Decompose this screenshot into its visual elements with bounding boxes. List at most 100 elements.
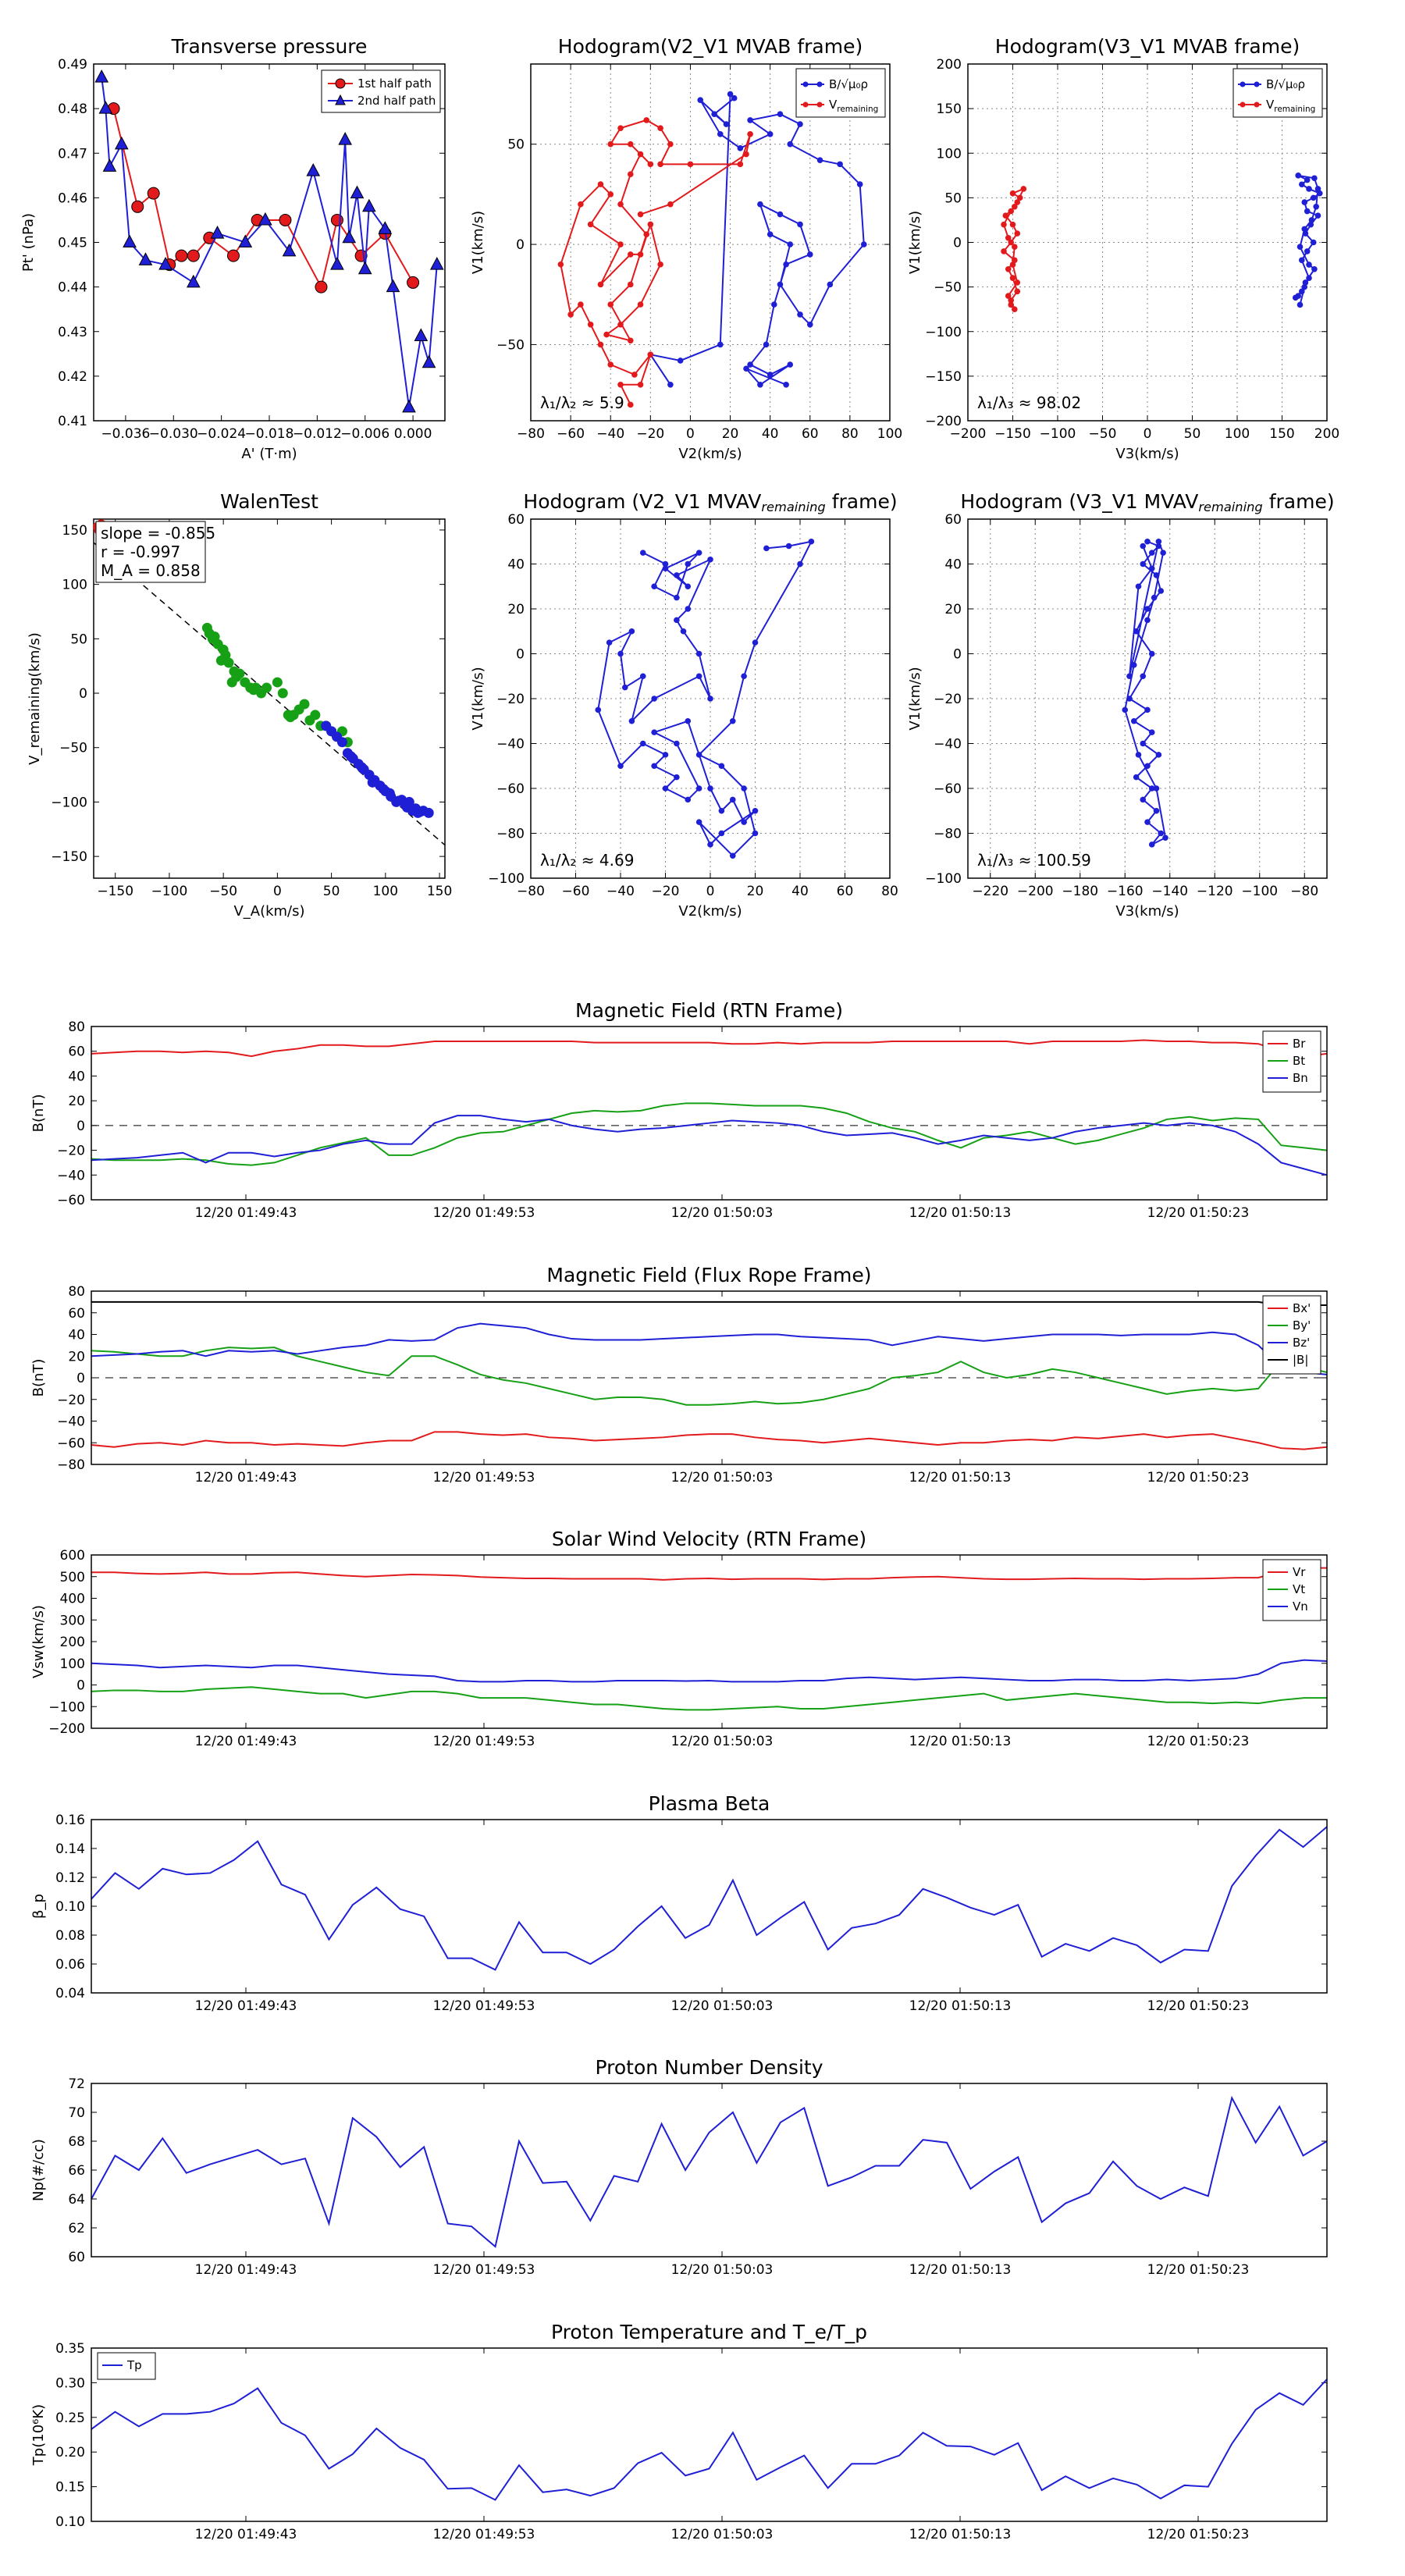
- x-tick-label: −50: [209, 884, 237, 899]
- data-point: [729, 852, 736, 859]
- data-point: [597, 341, 604, 348]
- data-point: [723, 121, 730, 127]
- legend-label: 1st half path: [357, 76, 432, 91]
- data-point: [1307, 221, 1314, 228]
- data-point: [1001, 221, 1007, 228]
- data-point: [1144, 606, 1151, 612]
- data-point: [272, 677, 283, 688]
- x-tick-label: 100: [877, 426, 902, 442]
- x-tick-label: −180: [1062, 884, 1098, 899]
- data-point: [1160, 550, 1166, 556]
- y-tick-label: 100: [937, 146, 962, 162]
- data-point: [1135, 752, 1142, 758]
- data-point: [787, 241, 794, 247]
- y-tick-label: 0: [953, 236, 962, 251]
- y-tick-label: 150: [62, 523, 87, 539]
- data-point: [1009, 262, 1016, 268]
- series-line-0: [91, 2095, 1328, 2248]
- chart-magnetic-field-flux-rope: −80 −60 −40 −20 0 20 40 60 80 12/20 01:49:43 12/20…: [30, 1264, 1328, 1485]
- x-tick-label: 12/20 01:49:53: [433, 2262, 535, 2278]
- x-tick-label: 50: [1184, 426, 1201, 442]
- legend-marker: [335, 78, 346, 89]
- legend-label: Bx': [1293, 1301, 1311, 1315]
- y-tick-label: 40: [68, 1328, 85, 1343]
- chart-title: Hodogram (V3_V1 MVAVremaining frame): [960, 490, 1334, 514]
- legend-marker: [802, 101, 809, 108]
- data-point: [1122, 706, 1129, 713]
- x-tick-label: 0: [273, 884, 282, 899]
- y-tick-label: 64: [68, 2192, 85, 2208]
- data-point: [1292, 294, 1299, 301]
- data-point: [234, 668, 245, 679]
- data-point: [330, 257, 344, 270]
- data-point: [356, 762, 367, 773]
- x-tick-label: −0.036: [101, 426, 150, 442]
- data-point: [695, 550, 702, 556]
- data-point: [1306, 262, 1312, 268]
- y-tick-label: 0: [76, 1119, 85, 1134]
- data-point: [628, 717, 635, 724]
- data-point: [757, 201, 763, 208]
- data-point: [210, 226, 225, 239]
- plot-frame: [93, 63, 446, 422]
- y-tick-label: 0.10: [55, 1899, 85, 1915]
- data-point: [310, 710, 321, 720]
- x-tick-label: −80: [517, 884, 545, 899]
- data-point: [1304, 208, 1311, 215]
- y-tick-label: 0: [516, 237, 525, 253]
- data-point: [637, 381, 644, 388]
- data-point: [747, 117, 753, 123]
- stats-line: M_A = 0.858: [101, 561, 201, 580]
- x-tick-label: 50: [323, 884, 340, 899]
- legend-label: Bn: [1293, 1071, 1308, 1085]
- data-point: [667, 141, 674, 148]
- x-tick-label: 12/20 01:50:23: [1147, 1998, 1250, 2014]
- y-tick-label: 0.43: [58, 325, 87, 340]
- data-point: [1144, 763, 1151, 770]
- series-line-0: [91, 2379, 1328, 2501]
- legend-marker: [816, 81, 823, 87]
- data-point: [647, 221, 654, 228]
- y-tick-label: 50: [70, 632, 87, 647]
- data-point: [752, 639, 759, 646]
- data-point: [1311, 265, 1318, 272]
- data-point: [1304, 248, 1311, 254]
- data-point: [797, 121, 803, 127]
- eigenvalue-ratio-annotation: λ₁/λ₂ ≈ 4.69: [540, 851, 634, 870]
- x-tick-label: −150: [994, 426, 1031, 442]
- plot-frame: [91, 2347, 1328, 2522]
- data-point: [330, 213, 343, 226]
- data-point: [1306, 186, 1312, 192]
- legend-label: Vremaining: [1266, 98, 1315, 114]
- chart-title: WalenTest: [220, 490, 318, 513]
- data-point: [697, 97, 704, 104]
- data-point: [662, 565, 669, 572]
- data-point: [1020, 186, 1027, 192]
- legend-marker: [802, 81, 809, 87]
- plot-frame: [91, 1290, 1328, 1465]
- data-point: [158, 257, 173, 270]
- data-point: [1314, 212, 1321, 219]
- data-point: [187, 249, 200, 262]
- data-point: [718, 807, 725, 814]
- x-axis-label: V_A(km/s): [233, 903, 304, 920]
- y-tick-label: −20: [57, 1144, 85, 1159]
- legend-label: B/√μ₀ρ: [1266, 77, 1305, 91]
- data-point: [402, 399, 416, 413]
- data-point: [429, 257, 444, 270]
- data-point: [729, 717, 736, 724]
- y-tick-label: 0.20: [55, 2445, 85, 2460]
- x-tick-label: −200: [950, 426, 987, 442]
- y-axis-label: Np(#/cc): [30, 2139, 47, 2201]
- data-point: [685, 717, 692, 724]
- data-point: [662, 752, 669, 758]
- data-point: [747, 361, 753, 368]
- data-point: [718, 830, 725, 837]
- data-point: [557, 261, 564, 268]
- series-line-2: [91, 1659, 1328, 1683]
- y-tick-label: −100: [925, 871, 962, 887]
- x-tick-label: 12/20 01:49:53: [433, 1205, 535, 1221]
- data-point: [1009, 190, 1016, 197]
- x-tick-label: 12/20 01:50:13: [909, 1470, 1012, 1485]
- data-point: [147, 187, 160, 200]
